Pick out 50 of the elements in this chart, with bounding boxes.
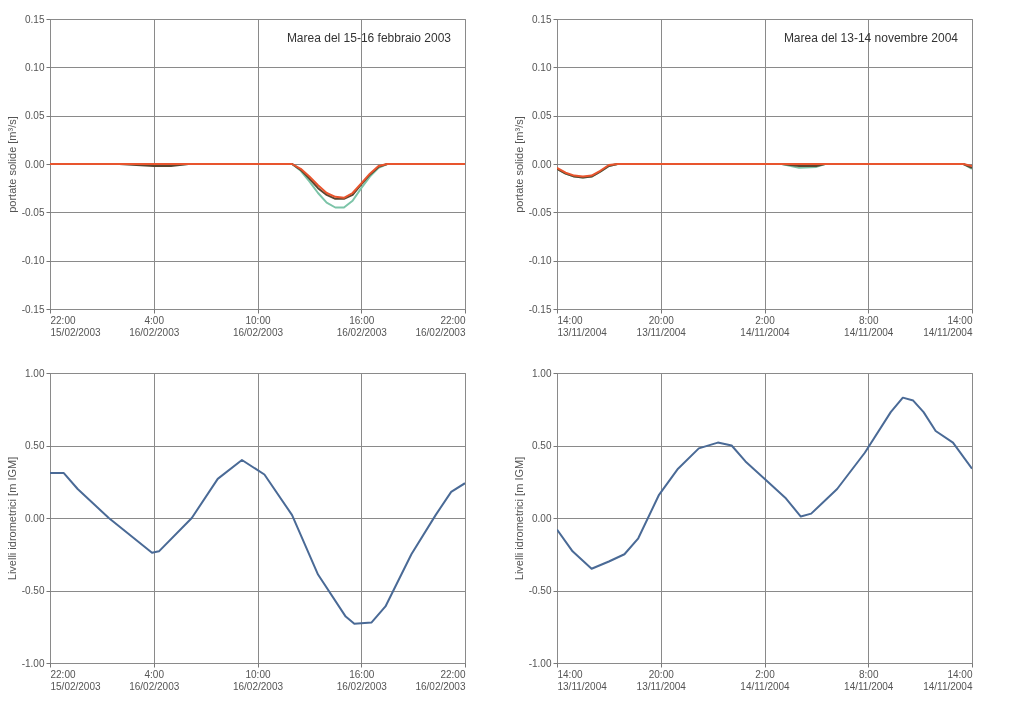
y-tick-label: 0.00 (25, 512, 45, 524)
y-tick-label: 0.05 (25, 110, 45, 122)
y-tick-label: 0.00 (532, 158, 552, 170)
y-tick-label: -0.10 (528, 255, 552, 267)
y-tick-label: -1.00 (528, 657, 552, 669)
y-tick-label: -0.15 (528, 303, 552, 315)
y-axis-title: Livelli idrometrici [m IGM] (512, 456, 525, 581)
x-tick-label: 22:00 15/02/2003 (50, 314, 101, 338)
x-tick-label: 10:00 16/02/2003 (232, 668, 284, 692)
y-tick-label: -0.05 (21, 206, 45, 218)
x-tick-label: 4:00 16/02/2003 (129, 314, 180, 338)
x-tick-label: 10:00 16/02/2003 (232, 314, 284, 338)
x-tick-label: 22:00 15/02/2003 (50, 668, 101, 692)
x-tick-label: 20:00 13/11/2004 (636, 668, 687, 692)
y-axis-title: portate solide [m³/s] (5, 116, 18, 213)
x-tick-label: 2:00 14/11/2004 (740, 668, 791, 692)
y-tick-label: 1.00 (532, 367, 552, 379)
x-tick-label: 14:00 13/11/2004 (557, 314, 608, 338)
x-tick-label: 14:00 14/11/2004 (923, 314, 973, 338)
y-axis-title: portate solide [m³/s] (512, 116, 525, 213)
x-tick-label: 14:00 13/11/2004 (557, 668, 608, 692)
y-tick-label: 0.50 (532, 440, 552, 451)
y-tick-label: 0.10 (25, 61, 45, 73)
x-tick-label: 8:00 14/11/2004 (844, 314, 894, 338)
y-tick-label: 0.00 (532, 512, 552, 524)
y-tick-label: 0.50 (25, 440, 45, 451)
y-axis-title: Livelli idrometrici [m IGM] (5, 456, 18, 581)
y-tick-label: 0.15 (532, 13, 552, 25)
y-tick-label: -0.10 (21, 255, 45, 267)
y-tick-label: 0.05 (532, 110, 552, 122)
line-series (557, 396, 972, 570)
y-tick-label: -0.50 (528, 585, 552, 596)
x-tick-label: 22:00 16/02/2003 (415, 314, 466, 338)
y-tick-label: -0.15 (21, 303, 45, 315)
y-tick-label: 0.00 (25, 158, 45, 170)
x-tick-label: 22:00 16/02/2003 (415, 668, 466, 692)
x-tick-label: 2:00 14/11/2004 (740, 314, 791, 338)
x-tick-label: 4:00 16/02/2003 (129, 668, 180, 692)
y-tick-label: -1.00 (21, 657, 45, 669)
y-tick-label: 1.00 (25, 367, 45, 379)
y-tick-label: -0.05 (528, 206, 552, 218)
x-tick-label: 16:00 16/02/2003 (336, 668, 388, 692)
x-tick-label: 16:00 16/02/2003 (336, 314, 388, 338)
y-tick-label: 0.10 (532, 61, 552, 73)
x-tick-label: 20:00 13/11/2004 (636, 314, 687, 338)
line-series (50, 459, 465, 625)
x-tick-label: 8:00 14/11/2004 (844, 668, 894, 692)
y-tick-label: 0.15 (25, 13, 45, 25)
y-tick-label: -0.50 (21, 585, 45, 596)
x-tick-label: 14:00 14/11/2004 (923, 668, 973, 692)
